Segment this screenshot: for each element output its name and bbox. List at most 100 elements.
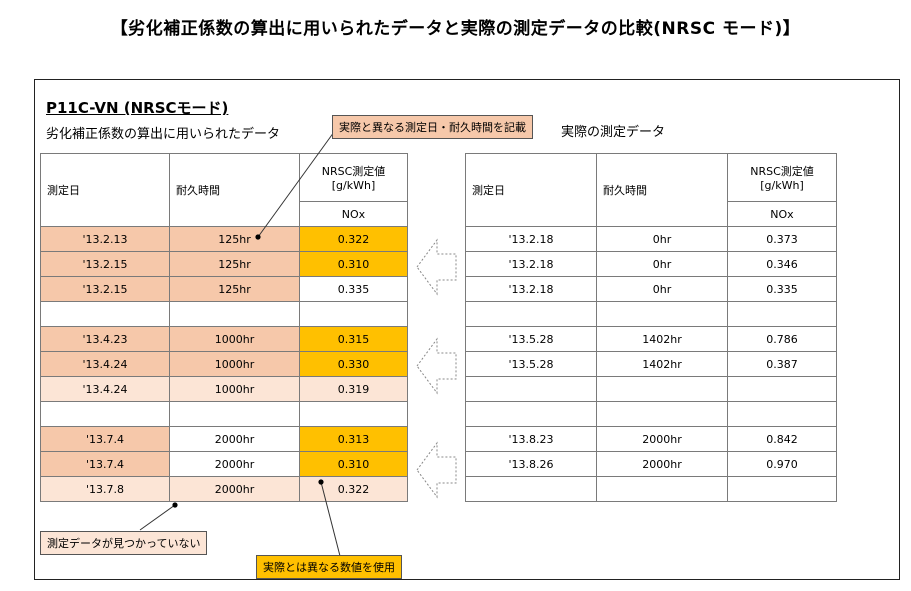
header-value-line2: [g/kWh] bbox=[760, 179, 804, 192]
cell-nox bbox=[727, 476, 837, 502]
leader-line bbox=[139, 504, 176, 531]
cell-hours: 1000hr bbox=[169, 326, 300, 352]
cell-date bbox=[465, 401, 597, 427]
header-nox: NOx bbox=[299, 201, 408, 227]
cell-hours bbox=[596, 376, 728, 402]
header-date: 測定日 bbox=[465, 153, 597, 227]
cell-date: '13.8.23 bbox=[465, 426, 597, 452]
cell-hours bbox=[596, 476, 728, 502]
table-row: '13.2.15 125hr 0.335 bbox=[40, 276, 408, 302]
marker-dot bbox=[255, 234, 261, 240]
header-date: 測定日 bbox=[40, 153, 170, 227]
table-row: '13.2.18 0hr 0.373 bbox=[465, 226, 837, 252]
cell-date: '13.2.18 bbox=[465, 226, 597, 252]
leader-line bbox=[257, 131, 335, 238]
cell-date: '13.2.15 bbox=[40, 251, 170, 277]
cell-nox: 0.373 bbox=[727, 226, 837, 252]
content-frame bbox=[34, 79, 900, 580]
callout-different-value: 実際とは異なる数値を使用 bbox=[256, 555, 402, 579]
cell-date: '13.4.24 bbox=[40, 351, 170, 377]
cell-nox: 0.313 bbox=[299, 426, 408, 452]
right-subtitle: 実際の測定データ bbox=[561, 125, 666, 140]
table-row: '13.7.8 2000hr 0.322 bbox=[40, 476, 408, 502]
cell-date: '13.4.23 bbox=[40, 326, 170, 352]
header-value-line1: NRSC測定値 bbox=[321, 165, 386, 178]
table-row: '13.2.15 125hr 0.310 bbox=[40, 251, 408, 277]
table-row bbox=[40, 301, 408, 327]
cell-hours bbox=[169, 401, 300, 427]
cell-date: '13.7.4 bbox=[40, 451, 170, 477]
header-hours: 耐久時間 bbox=[596, 153, 728, 227]
cell-nox: 0.322 bbox=[299, 226, 408, 252]
cell-date: '13.4.24 bbox=[40, 376, 170, 402]
header-nox: NOx bbox=[727, 201, 837, 227]
table-row: '13.2.18 0hr 0.346 bbox=[465, 251, 837, 277]
page-title: 【劣化補正係数の算出に用いられたデータと実際の測定データの比較(NRSC モード… bbox=[110, 19, 801, 39]
cell-date: '13.7.8 bbox=[40, 476, 170, 502]
cell-nox: 0.330 bbox=[299, 351, 408, 377]
cell-hours: 0hr bbox=[596, 226, 728, 252]
table-row bbox=[465, 401, 837, 427]
left-subtitle: 劣化補正係数の算出に用いられたデータ bbox=[46, 127, 281, 142]
model-title: P11C-VN (NRSCモード) bbox=[46, 99, 229, 117]
cell-nox: 0.322 bbox=[299, 476, 408, 502]
left-arrow-icon bbox=[416, 337, 457, 395]
cell-date bbox=[465, 476, 597, 502]
table-row: '13.4.24 1000hr 0.319 bbox=[40, 376, 408, 402]
cell-date: '13.2.15 bbox=[40, 276, 170, 302]
cell-date: '13.2.13 bbox=[40, 226, 170, 252]
cell-nox: 0.310 bbox=[299, 251, 408, 277]
header-value-line2: [g/kWh] bbox=[331, 179, 376, 192]
cell-hours: 2000hr bbox=[169, 476, 300, 502]
cell-hours: 1000hr bbox=[169, 376, 300, 402]
table-row: '13.8.23 2000hr 0.842 bbox=[465, 426, 837, 452]
table-row bbox=[465, 376, 837, 402]
cell-nox: 0.315 bbox=[299, 326, 408, 352]
cell-hours: 2000hr bbox=[596, 451, 728, 477]
cell-nox: 0.346 bbox=[727, 251, 837, 277]
cell-date bbox=[465, 301, 597, 327]
table-row: '13.7.4 2000hr 0.313 bbox=[40, 426, 408, 452]
marker-dot bbox=[172, 502, 178, 508]
cell-nox bbox=[727, 301, 837, 327]
table-row: '13.4.24 1000hr 0.330 bbox=[40, 351, 408, 377]
table-row bbox=[465, 301, 837, 327]
cell-hours: 2000hr bbox=[169, 451, 300, 477]
cell-date bbox=[40, 401, 170, 427]
cell-nox bbox=[727, 376, 837, 402]
header-value: NRSC測定値 [g/kWh] bbox=[727, 153, 837, 202]
cell-hours bbox=[169, 301, 300, 327]
right-data-table: 測定日 耐久時間 NRSC測定値 [g/kWh] NOx '13.2.18 0hr… bbox=[465, 153, 837, 502]
left-data-table: 測定日 耐久時間 NRSC測定値 [g/kWh] NOx '13.2.13 12… bbox=[40, 153, 408, 502]
marker-dot bbox=[318, 479, 324, 485]
cell-date: '13.8.26 bbox=[465, 451, 597, 477]
cell-nox: 0.319 bbox=[299, 376, 408, 402]
leader-line bbox=[320, 481, 341, 557]
cell-hours: 1402hr bbox=[596, 351, 728, 377]
cell-date: '13.2.18 bbox=[465, 251, 597, 277]
callout-wrong-date: 実際と異なる測定日・耐久時間を記載 bbox=[332, 115, 533, 139]
cell-nox: 0.310 bbox=[299, 451, 408, 477]
cell-date: '13.7.4 bbox=[40, 426, 170, 452]
table-row: '13.2.13 125hr 0.322 bbox=[40, 226, 408, 252]
cell-hours: 125hr bbox=[169, 251, 300, 277]
callout-missing-data: 測定データが見つかっていない bbox=[40, 531, 208, 555]
cell-hours: 2000hr bbox=[596, 426, 728, 452]
cell-hours: 0hr bbox=[596, 251, 728, 277]
header-value: NRSC測定値 [g/kWh] bbox=[299, 153, 408, 202]
header-value-line1: NRSC測定値 bbox=[750, 165, 814, 178]
table-row bbox=[40, 401, 408, 427]
table-row: '13.5.28 1402hr 0.387 bbox=[465, 351, 837, 377]
cell-hours: 125hr bbox=[169, 226, 300, 252]
cell-hours bbox=[596, 401, 728, 427]
table-row: '13.7.4 2000hr 0.310 bbox=[40, 451, 408, 477]
table-row: '13.5.28 1402hr 0.786 bbox=[465, 326, 837, 352]
table-row: '13.4.23 1000hr 0.315 bbox=[40, 326, 408, 352]
cell-hours: 0hr bbox=[596, 276, 728, 302]
table-row bbox=[465, 476, 837, 502]
left-arrow-icon bbox=[416, 441, 457, 499]
left-arrow-icon bbox=[416, 238, 457, 296]
cell-nox: 0.842 bbox=[727, 426, 837, 452]
cell-nox: 0.387 bbox=[727, 351, 837, 377]
